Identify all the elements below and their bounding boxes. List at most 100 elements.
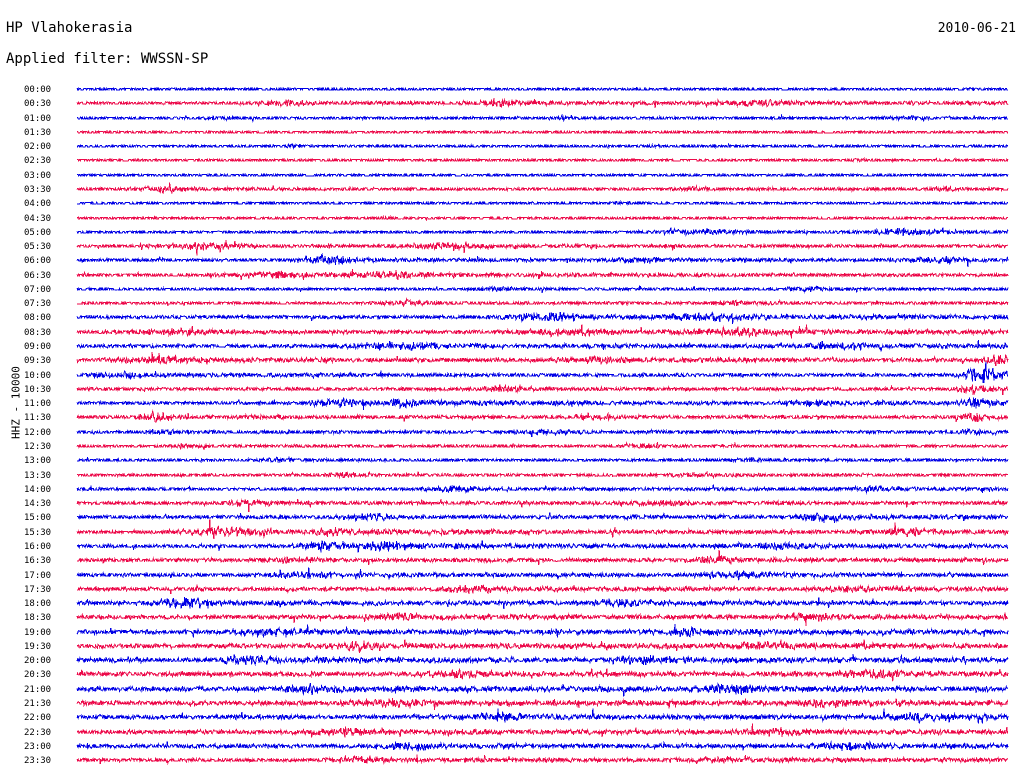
trace-path <box>76 612 1009 627</box>
seismic-trace-row <box>76 722 1009 739</box>
time-tick-label: 22:00 <box>24 713 52 724</box>
trace-path <box>76 740 1009 752</box>
time-tick-label: 05:00 <box>24 227 52 238</box>
trace-path <box>76 227 1009 237</box>
seismic-trace-row <box>76 96 1009 110</box>
time-tick-label: 08:30 <box>24 327 52 338</box>
time-tick-label: 01:00 <box>24 113 52 124</box>
trace-path <box>76 498 1009 513</box>
time-tick-label: 07:00 <box>24 284 52 295</box>
seismic-trace-row <box>77 510 1008 524</box>
seismic-trace-row <box>76 324 1009 339</box>
time-tick-label: 20:00 <box>24 656 52 667</box>
trace-path <box>76 98 1009 109</box>
trace-path <box>76 682 1009 697</box>
seismic-trace-row <box>76 382 1008 396</box>
trace-path <box>76 697 1009 711</box>
trace-path <box>77 540 1009 553</box>
seismic-trace-row <box>76 582 1009 596</box>
station-name: HP Vlahokerasia <box>6 20 133 36</box>
trace-path <box>77 639 1008 653</box>
trace-grid: 00:00 00:30 01:00 01:30 02:00 02:30 03:00 03:30… <box>0 80 1024 780</box>
seismic-trace-row <box>77 211 1008 225</box>
seismic-trace-row <box>76 739 1009 753</box>
time-tick-label: 20:30 <box>24 670 52 681</box>
seismic-trace-row <box>76 696 1009 711</box>
seismic-trace-row <box>76 519 1009 539</box>
time-tick-label: 11:30 <box>24 413 52 424</box>
time-tick-label: 14:00 <box>24 484 52 495</box>
trace-path <box>76 86 1008 92</box>
time-tick-label: 03:00 <box>24 170 52 181</box>
time-tick-label: 13:30 <box>24 470 52 481</box>
seismic-trace-row <box>76 482 1009 496</box>
seismic-trace-row <box>76 253 1009 268</box>
trace-path <box>77 455 1009 464</box>
time-tick-label: 10:30 <box>24 384 52 395</box>
time-tick-label: 18:00 <box>24 599 52 610</box>
seismic-trace-row <box>77 196 1008 210</box>
time-tick-label: 00:30 <box>24 99 52 110</box>
seismic-trace-row <box>77 639 1008 653</box>
time-tick-label: 15:00 <box>24 513 52 524</box>
seismic-trace-row <box>76 708 1009 724</box>
applied-filter-label: Applied filter: WWSSN-SP <box>6 51 209 67</box>
time-tick-label: 12:30 <box>24 442 52 452</box>
time-tick-label: 19:00 <box>24 627 52 638</box>
trace-path <box>76 708 1009 724</box>
seismic-trace-row <box>76 182 1009 196</box>
time-tick-label: 06:00 <box>24 256 52 267</box>
time-tick-label: 23:00 <box>24 741 52 752</box>
time-tick-label: 15:30 <box>24 527 52 538</box>
seismic-trace-row <box>76 239 1009 256</box>
time-tick-label: 18:30 <box>24 613 52 624</box>
trace-path <box>76 253 1009 268</box>
trace-path <box>76 519 1009 539</box>
trace-path <box>76 409 1009 424</box>
trace-path <box>77 157 1009 164</box>
seismic-trace-row <box>76 396 1009 410</box>
plot-date: 2010-06-21 <box>937 21 1016 36</box>
trace-path <box>76 722 1009 738</box>
time-tick-label: 17:00 <box>24 570 52 581</box>
seismic-trace-row <box>76 439 1008 453</box>
trace-path <box>77 142 1008 150</box>
seismic-trace-row <box>76 352 1009 367</box>
trace-path <box>76 383 1008 396</box>
trace-path <box>76 754 1009 766</box>
seismic-trace-row <box>76 682 1009 697</box>
trace-path <box>76 567 1009 581</box>
trace-path <box>77 113 1009 123</box>
seismic-trace-row <box>76 409 1009 424</box>
seismic-trace-row <box>77 139 1008 153</box>
seismic-trace-row <box>77 539 1009 553</box>
trace-path <box>76 653 1009 667</box>
trace-path <box>76 440 1008 451</box>
time-tick-label: 14:30 <box>24 499 52 510</box>
time-tick-label: 12:00 <box>24 427 52 438</box>
time-tick-label: 11:00 <box>24 399 52 410</box>
seismic-trace-row <box>77 111 1009 125</box>
seismic-trace-row <box>76 425 1009 439</box>
trace-path <box>76 284 1009 294</box>
seismic-trace-row <box>76 753 1009 767</box>
trace-path <box>77 129 1008 134</box>
trace-path <box>76 623 1009 638</box>
trace-path <box>76 668 1009 682</box>
trace-path <box>77 172 1009 178</box>
seismic-trace-row <box>77 168 1009 182</box>
trace-path <box>77 511 1008 524</box>
seismic-trace-row <box>76 623 1009 639</box>
time-tick-label: 02:00 <box>24 142 52 153</box>
time-tick-label: 16:00 <box>24 541 52 552</box>
trace-path <box>76 597 1009 610</box>
trace-path <box>76 311 1009 325</box>
seismic-trace-row <box>77 153 1009 167</box>
seismic-trace-row <box>76 282 1009 296</box>
seismic-trace-row <box>76 496 1009 513</box>
seismic-trace-row <box>77 125 1008 139</box>
trace-path <box>76 361 1008 383</box>
trace-path <box>76 239 1009 256</box>
time-tick-label: 09:30 <box>24 356 52 367</box>
